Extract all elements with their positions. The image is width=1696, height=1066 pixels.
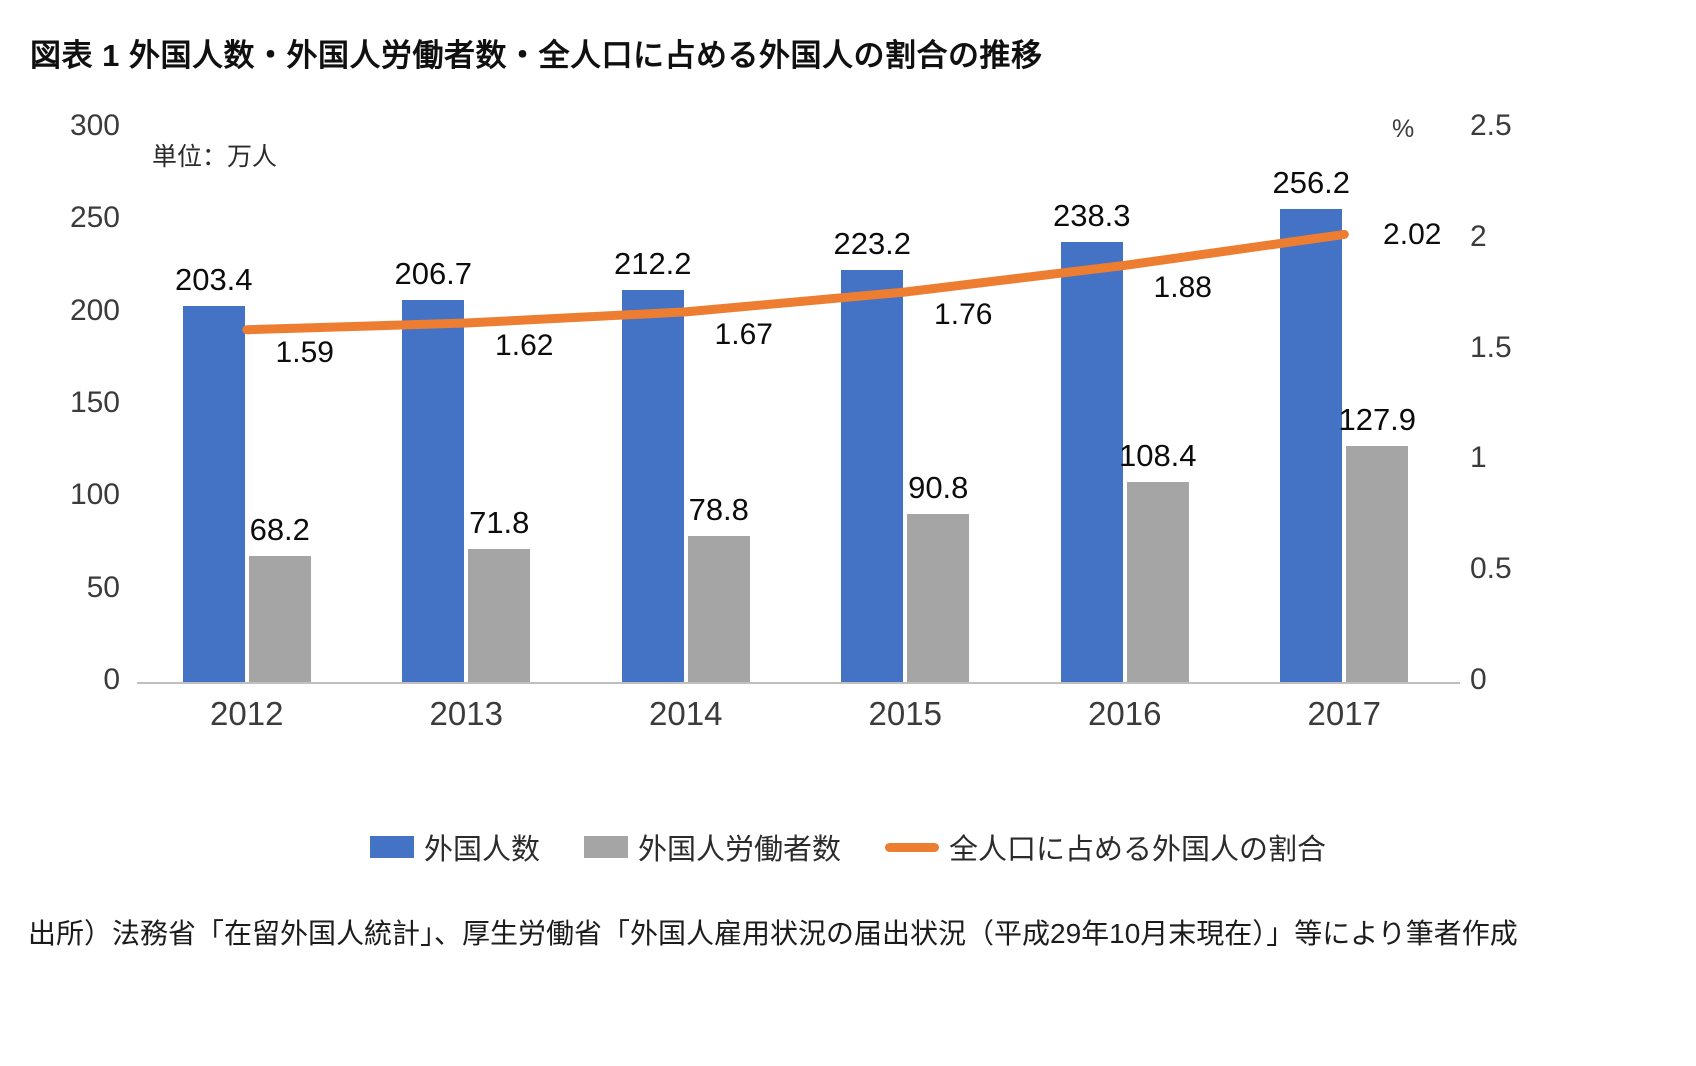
bar-foreign-workers[interactable] bbox=[1346, 445, 1409, 682]
bar-label-foreign-workers: 68.2 bbox=[249, 512, 310, 548]
bar-label-foreign-population: 203.4 bbox=[174, 262, 253, 298]
x-axis-tick-2015: 2015 bbox=[868, 695, 942, 732]
y-axis-left-tick: 300 bbox=[69, 109, 120, 142]
y-axis-left-tick: 150 bbox=[69, 386, 120, 419]
unit-note: 単位：万人 bbox=[152, 143, 278, 171]
x-axis-tick-2012: 2012 bbox=[210, 695, 284, 732]
y-axis-left-tick: 100 bbox=[69, 478, 120, 512]
bar-label-foreign-workers: 90.8 bbox=[908, 470, 969, 506]
y-axis-left-tick: 50 bbox=[86, 570, 120, 604]
x-axis-tick-2016: 2016 bbox=[1088, 695, 1162, 732]
legend-item-3[interactable]: 全人口に占める外国人の割合 bbox=[885, 826, 1326, 868]
bar-foreign-population[interactable] bbox=[1280, 208, 1343, 682]
bar-foreign-population[interactable] bbox=[182, 306, 245, 682]
y-axis-left-tick: 200 bbox=[69, 293, 120, 327]
bar-foreign-population[interactable] bbox=[841, 269, 904, 682]
y-axis-right-tick: 0 bbox=[1470, 663, 1487, 696]
bar-foreign-workers[interactable] bbox=[248, 556, 311, 682]
bar-label-foreign-population: 256.2 bbox=[1272, 164, 1351, 200]
page-title: 図表 1 外国人数・外国人労働者数・全人口に占める外国人の割合の推移 bbox=[30, 38, 1043, 73]
legend-item-2[interactable]: 外国人労働者数 bbox=[583, 826, 841, 868]
bar-foreign-workers[interactable] bbox=[687, 536, 750, 682]
y-axis-right-tick: 1.5 bbox=[1470, 330, 1512, 364]
legend-bar-swatch-icon bbox=[369, 836, 414, 858]
x-axis-tick-2013: 2013 bbox=[429, 695, 503, 732]
y-axis-left-tick: 0 bbox=[103, 663, 120, 696]
x-axis-tick-2014: 2014 bbox=[649, 695, 723, 732]
x-axis-baseline bbox=[137, 682, 1460, 684]
bar-foreign-population[interactable] bbox=[621, 290, 684, 682]
line-label-foreign-ratio: 1.62 bbox=[495, 329, 554, 362]
bar-label-foreign-workers: 78.8 bbox=[688, 492, 749, 528]
bar-label-foreign-population: 212.2 bbox=[613, 246, 692, 282]
y-axis-left-tick: 250 bbox=[69, 201, 120, 235]
line-label-foreign-ratio: 2.02 bbox=[1383, 218, 1442, 252]
y-axis-right-tick: 2.5 bbox=[1470, 109, 1512, 142]
line-label-foreign-ratio: 1.76 bbox=[934, 297, 993, 331]
bar-label-foreign-population: 206.7 bbox=[394, 256, 473, 292]
line-series-layer bbox=[242, 229, 1349, 335]
bar-label-foreign-workers: 127.9 bbox=[1338, 401, 1417, 437]
bar-foreign-workers[interactable] bbox=[1126, 481, 1189, 682]
bar-foreign-population[interactable] bbox=[402, 300, 465, 682]
y-axis-right-tick: 1 bbox=[1470, 441, 1487, 475]
source-note: 出所）法務省「在留外国人統計」、厚生労働省「外国人雇用状況の届出状況（平成29年… bbox=[28, 918, 1518, 949]
x-axis-tick-2017: 2017 bbox=[1307, 695, 1381, 732]
y-axis-right-tick: 2 bbox=[1470, 219, 1487, 253]
line-label-foreign-ratio: 1.88 bbox=[1153, 271, 1212, 305]
legend-bar-swatch-icon bbox=[583, 836, 628, 858]
y-axis-right-tick: 0.5 bbox=[1470, 552, 1512, 586]
legend-item-label: 外国人労働者数 bbox=[637, 834, 841, 866]
plot-area: 203.4 68.2 206.7 71.8 212.2 78.8 223.2 90.8 238.… bbox=[137, 128, 1454, 682]
legend-item-1[interactable]: 外国人数 bbox=[369, 826, 540, 868]
chart-legend: 外国人数 外国人労働者数 全人口に占める外国人の割合 bbox=[0, 826, 1696, 868]
bar-foreign-workers[interactable] bbox=[907, 514, 970, 682]
bar-label-foreign-workers: 108.4 bbox=[1118, 437, 1197, 473]
legend-line-swatch-icon bbox=[885, 842, 939, 852]
percent-axis-symbol: % bbox=[1392, 115, 1415, 143]
bar-foreign-population[interactable] bbox=[1060, 241, 1123, 682]
legend-item-label: 全人口に占める外国人の割合 bbox=[949, 834, 1327, 866]
bar-label-foreign-population: 223.2 bbox=[833, 225, 912, 261]
bar-foreign-workers[interactable] bbox=[468, 549, 531, 682]
bar-label-foreign-workers: 71.8 bbox=[469, 505, 530, 541]
line-label-foreign-ratio: 1.59 bbox=[275, 335, 334, 369]
line-foreign-ratio[interactable] bbox=[242, 229, 1349, 335]
line-label-foreign-ratio: 1.67 bbox=[714, 317, 773, 351]
legend-item-label: 外国人数 bbox=[423, 834, 540, 866]
bar-label-foreign-population: 238.3 bbox=[1052, 197, 1131, 233]
